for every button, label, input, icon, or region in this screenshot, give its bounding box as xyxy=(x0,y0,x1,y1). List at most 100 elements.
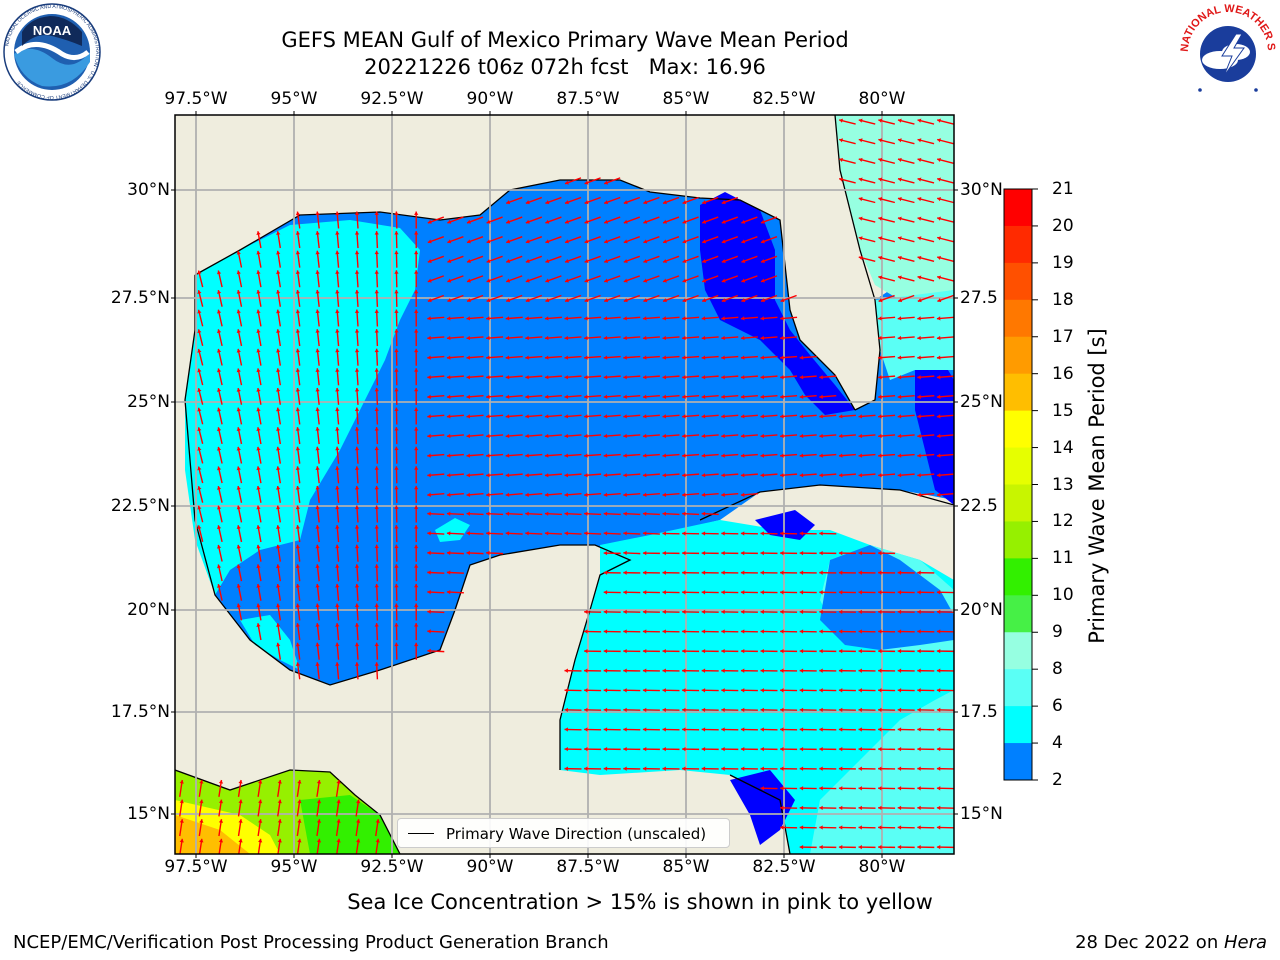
wave-direction-arrow xyxy=(897,766,915,771)
wave-direction-arrow xyxy=(682,668,700,673)
wave-direction-arrow xyxy=(858,825,876,830)
wave-direction-arrow xyxy=(374,623,379,641)
wave-direction-arrow xyxy=(799,727,817,732)
wave-direction-arrow xyxy=(315,309,320,327)
wave-direction-arrow xyxy=(936,629,954,634)
wave-direction-arrow xyxy=(623,766,641,771)
wave-direction-arrow xyxy=(374,270,379,288)
wave-direction-arrow xyxy=(623,294,641,303)
wave-direction-arrow xyxy=(917,805,935,811)
wave-direction-arrow xyxy=(721,375,739,380)
wave-direction-arrow xyxy=(603,255,621,263)
wave-direction-arrow xyxy=(721,414,739,419)
wave-direction-arrow xyxy=(505,531,523,536)
wave-direction-arrow xyxy=(682,746,700,752)
wave-direction-arrow xyxy=(897,805,915,811)
wave-direction-arrow xyxy=(780,786,798,791)
wave-direction-arrow xyxy=(701,492,719,497)
wave-direction-arrow xyxy=(878,629,896,634)
wave-direction-arrow xyxy=(335,427,340,445)
wave-direction-arrow xyxy=(936,394,954,399)
wave-direction-arrow xyxy=(394,485,399,503)
wave-direction-arrow xyxy=(642,668,660,673)
wave-direction-arrow xyxy=(276,544,282,562)
wave-direction-arrow xyxy=(335,231,340,249)
wave-direction-arrow xyxy=(819,609,837,615)
wave-direction-arrow xyxy=(466,236,484,244)
wave-direction-arrow xyxy=(838,138,856,145)
wave-direction-arrow xyxy=(936,590,954,595)
wave-direction-arrow xyxy=(584,216,601,224)
wave-direction-arrow xyxy=(505,511,523,516)
wave-direction-arrow xyxy=(466,335,484,341)
wave-direction-arrow xyxy=(295,544,301,562)
wave-direction-arrow xyxy=(799,786,817,791)
wave-direction-arrow xyxy=(315,387,320,405)
wave-direction-arrow xyxy=(414,407,419,425)
lat-tick-label-left: 30°N xyxy=(127,180,170,200)
wave-direction-arrow xyxy=(256,250,262,268)
wave-direction-arrow xyxy=(315,544,320,562)
wave-direction-arrow xyxy=(662,453,680,458)
wave-direction-arrow xyxy=(721,648,739,654)
wave-direction-arrow xyxy=(701,590,719,595)
colorbar-tick-label: 18 xyxy=(1052,289,1074,310)
wave-direction-arrow xyxy=(525,492,543,497)
wave-direction-arrow xyxy=(740,335,758,341)
wave-direction-arrow xyxy=(623,570,641,575)
wave-direction-arrow xyxy=(936,157,954,164)
wave-direction-arrow xyxy=(642,394,660,399)
wave-direction-arrow xyxy=(701,570,719,575)
wave-direction-arrow xyxy=(564,335,582,341)
colorbar-band xyxy=(1004,225,1032,264)
wave-direction-arrow xyxy=(374,427,379,445)
wave-direction-arrow xyxy=(414,231,419,249)
wave-direction-arrow xyxy=(780,433,798,439)
wave-direction-arrow xyxy=(257,799,263,817)
wave-direction-arrow xyxy=(780,648,798,654)
wave-direction-arrow xyxy=(917,236,935,243)
wave-direction-arrow xyxy=(584,236,601,244)
wave-direction-arrow xyxy=(374,642,379,660)
colorbar-band xyxy=(1004,373,1032,412)
wave-direction-arrow xyxy=(374,525,379,543)
wave-direction-arrow xyxy=(505,255,523,263)
wave-direction-arrow xyxy=(236,387,243,405)
wave-direction-arrow xyxy=(564,316,582,321)
wave-direction-arrow xyxy=(897,668,915,673)
wave-direction-arrow xyxy=(838,707,856,713)
wave-direction-arrow xyxy=(858,668,876,673)
lat-tick-label-left: 15°N xyxy=(127,804,170,824)
wave-direction-arrow xyxy=(721,707,739,713)
wave-direction-arrow xyxy=(316,799,322,817)
wave-direction-arrow xyxy=(897,609,915,615)
wave-direction-arrow xyxy=(374,583,379,601)
wave-direction-arrow xyxy=(564,216,582,224)
wave-direction-arrow xyxy=(642,531,660,536)
wave-direction-arrow xyxy=(335,799,341,817)
wave-direction-arrow xyxy=(525,236,543,244)
wave-direction-arrow xyxy=(603,668,621,673)
wave-direction-arrow xyxy=(643,294,660,303)
wave-direction-arrow xyxy=(394,407,399,425)
wave-direction-arrow xyxy=(819,688,837,693)
wave-direction-arrow xyxy=(295,211,301,229)
wave-direction-arrow xyxy=(197,329,204,347)
wave-direction-arrow xyxy=(662,414,680,419)
wave-direction-arrow xyxy=(466,511,484,516)
wave-direction-arrow xyxy=(701,648,719,654)
wave-direction-arrow xyxy=(917,844,935,850)
wave-direction-arrow xyxy=(414,642,419,660)
wave-direction-arrow xyxy=(256,329,262,347)
wave-direction-arrow xyxy=(819,746,837,752)
wave-direction-arrow xyxy=(236,525,243,543)
wave-direction-arrow xyxy=(936,786,954,791)
wave-direction-arrow xyxy=(315,525,320,543)
wave-direction-arrow xyxy=(701,394,719,399)
lon-tick-label-bottom: 82.5°W xyxy=(752,857,816,877)
wave-direction-arrow xyxy=(682,629,700,634)
wave-direction-arrow xyxy=(584,414,602,419)
wave-direction-arrow xyxy=(525,394,543,399)
wave-direction-arrow xyxy=(414,603,419,621)
wave-direction-arrow xyxy=(760,570,778,575)
